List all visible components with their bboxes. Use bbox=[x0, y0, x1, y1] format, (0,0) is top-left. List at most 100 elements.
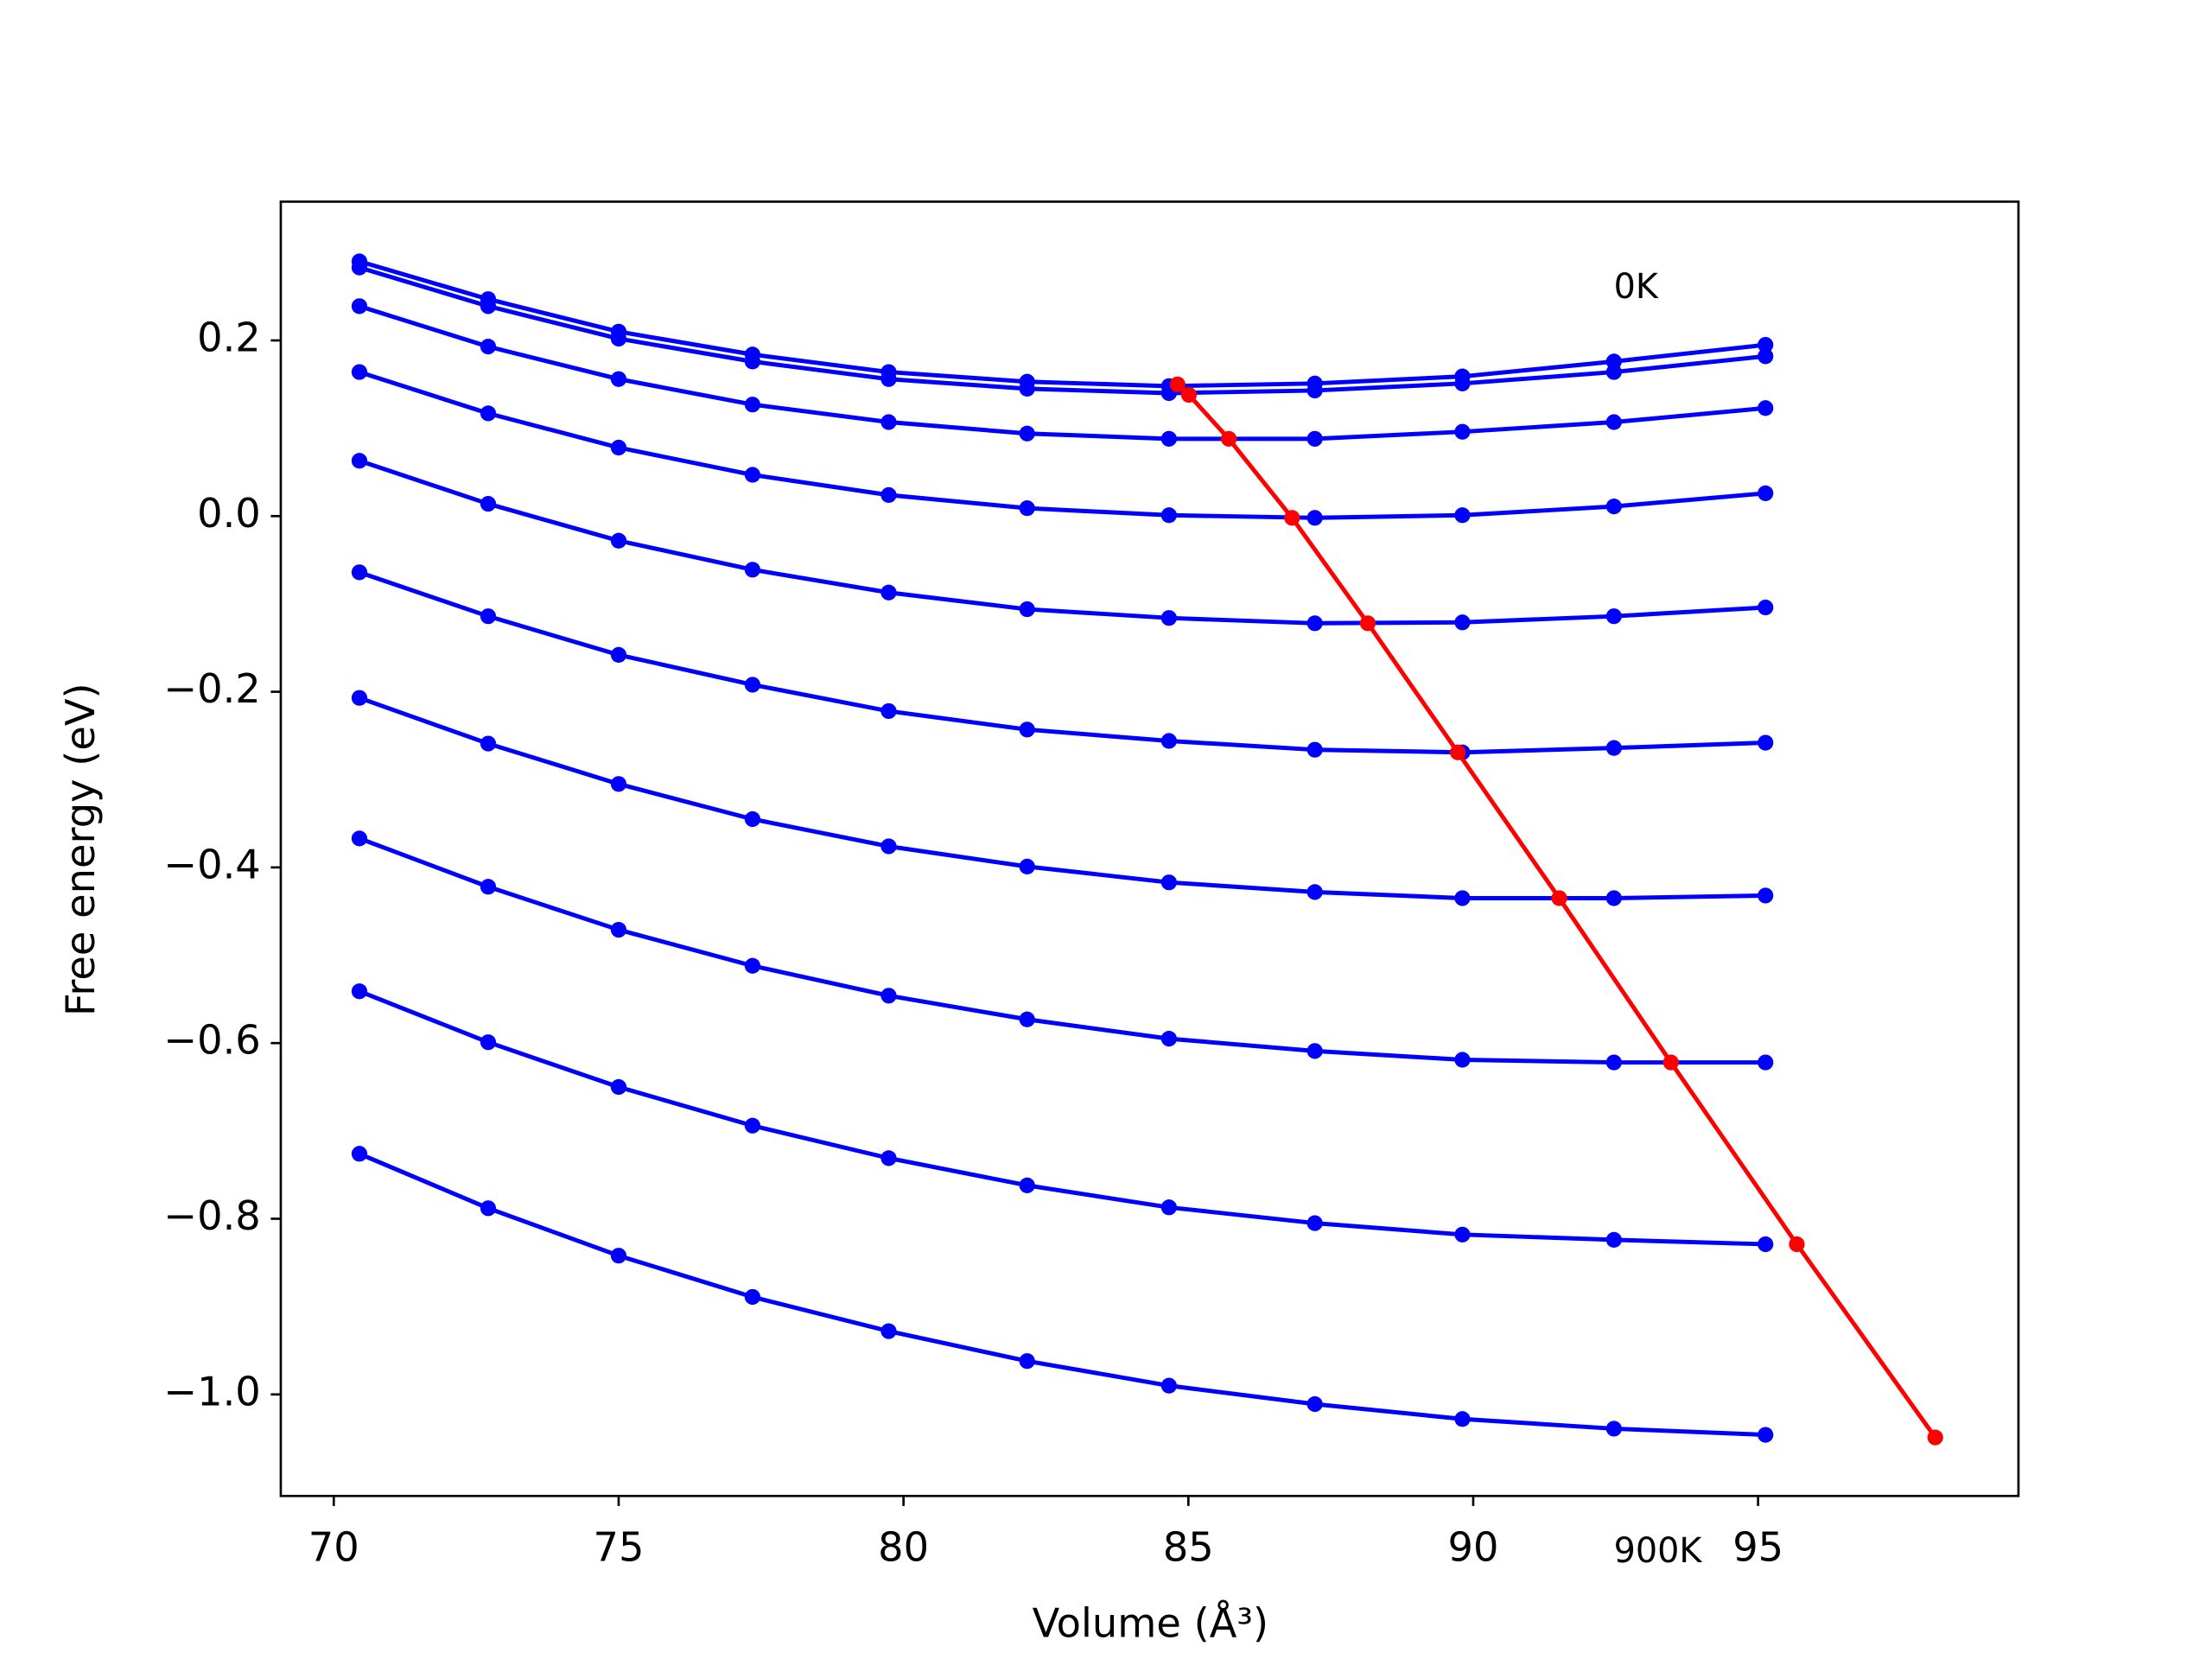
y-tick-label: −0.8 bbox=[163, 1192, 260, 1239]
point bbox=[1758, 485, 1774, 501]
point bbox=[1605, 414, 1622, 430]
annotation: 0K bbox=[1614, 267, 1659, 307]
point bbox=[880, 1323, 897, 1339]
point bbox=[1605, 499, 1622, 515]
point bbox=[351, 453, 368, 469]
point bbox=[351, 259, 368, 276]
point bbox=[1306, 741, 1323, 758]
point bbox=[1306, 510, 1323, 526]
point bbox=[610, 1248, 627, 1264]
point bbox=[880, 838, 897, 855]
point bbox=[351, 298, 368, 315]
point bbox=[1284, 510, 1300, 526]
point bbox=[1019, 1011, 1035, 1027]
y-tick-label: 0.2 bbox=[197, 314, 261, 360]
point bbox=[1221, 430, 1237, 447]
y-tick-label: −1.0 bbox=[163, 1368, 260, 1414]
point bbox=[744, 1117, 761, 1134]
point bbox=[480, 735, 497, 752]
point bbox=[1758, 887, 1774, 904]
point bbox=[1019, 858, 1035, 874]
point bbox=[351, 564, 368, 581]
point bbox=[480, 608, 497, 625]
point bbox=[1454, 375, 1471, 391]
point bbox=[880, 584, 897, 601]
point bbox=[1019, 601, 1035, 618]
point bbox=[1758, 348, 1774, 365]
x-axis-label: Volume (Å³) bbox=[1033, 1599, 1268, 1646]
point bbox=[351, 983, 368, 1000]
point bbox=[480, 879, 497, 895]
point bbox=[1306, 615, 1323, 632]
curve bbox=[1176, 382, 1937, 1440]
point bbox=[1019, 380, 1035, 397]
point bbox=[880, 414, 897, 430]
x-tick-label: 80 bbox=[878, 1524, 929, 1571]
point bbox=[610, 330, 627, 347]
point bbox=[480, 405, 497, 422]
point bbox=[1758, 1236, 1774, 1253]
x-tick-label: 85 bbox=[1163, 1524, 1214, 1571]
point bbox=[1454, 890, 1471, 906]
point bbox=[1169, 376, 1185, 392]
point bbox=[610, 776, 627, 792]
point bbox=[480, 1200, 497, 1217]
point bbox=[1758, 336, 1774, 353]
point bbox=[1758, 599, 1774, 616]
point bbox=[1019, 721, 1035, 738]
y-tick-label: −0.2 bbox=[163, 665, 260, 712]
point bbox=[610, 921, 627, 938]
point bbox=[1758, 1054, 1774, 1071]
point bbox=[1605, 1054, 1622, 1071]
point bbox=[744, 1288, 761, 1306]
point bbox=[610, 371, 627, 387]
point bbox=[1019, 1353, 1035, 1370]
point bbox=[880, 988, 897, 1004]
point bbox=[1019, 1177, 1035, 1193]
point bbox=[1306, 430, 1323, 447]
x-tick-label: 90 bbox=[1448, 1524, 1499, 1571]
point bbox=[480, 495, 497, 512]
point bbox=[744, 353, 761, 370]
point bbox=[480, 339, 497, 355]
point bbox=[1450, 744, 1466, 760]
x-tick-label: 70 bbox=[308, 1524, 359, 1571]
point bbox=[1454, 1052, 1471, 1068]
point bbox=[1927, 1429, 1943, 1446]
point bbox=[1306, 382, 1323, 399]
point bbox=[1359, 615, 1376, 632]
y-tick-label: 0.0 bbox=[197, 490, 261, 537]
point bbox=[480, 298, 497, 315]
point bbox=[1160, 733, 1178, 749]
point bbox=[744, 810, 761, 828]
point bbox=[880, 702, 897, 720]
point bbox=[1605, 890, 1622, 906]
x-tick-label: 75 bbox=[593, 1524, 644, 1571]
point bbox=[1454, 507, 1471, 524]
point bbox=[1160, 874, 1178, 891]
point bbox=[744, 957, 761, 974]
point bbox=[1160, 1031, 1178, 1047]
point bbox=[1160, 1199, 1178, 1216]
y-tick-label: −0.4 bbox=[163, 841, 260, 887]
point bbox=[351, 830, 368, 847]
point bbox=[744, 397, 761, 413]
point bbox=[1789, 1236, 1805, 1253]
point bbox=[1160, 1377, 1178, 1394]
point bbox=[1019, 500, 1035, 517]
point bbox=[1306, 1215, 1323, 1231]
point bbox=[1662, 1054, 1679, 1071]
point bbox=[610, 532, 627, 549]
point bbox=[1605, 740, 1622, 756]
point bbox=[1454, 1411, 1471, 1427]
point bbox=[1306, 1043, 1323, 1059]
point bbox=[1605, 1421, 1622, 1437]
point bbox=[1160, 610, 1178, 626]
point bbox=[1454, 423, 1471, 440]
point bbox=[480, 1034, 497, 1051]
point bbox=[1605, 364, 1622, 380]
point bbox=[610, 646, 627, 664]
